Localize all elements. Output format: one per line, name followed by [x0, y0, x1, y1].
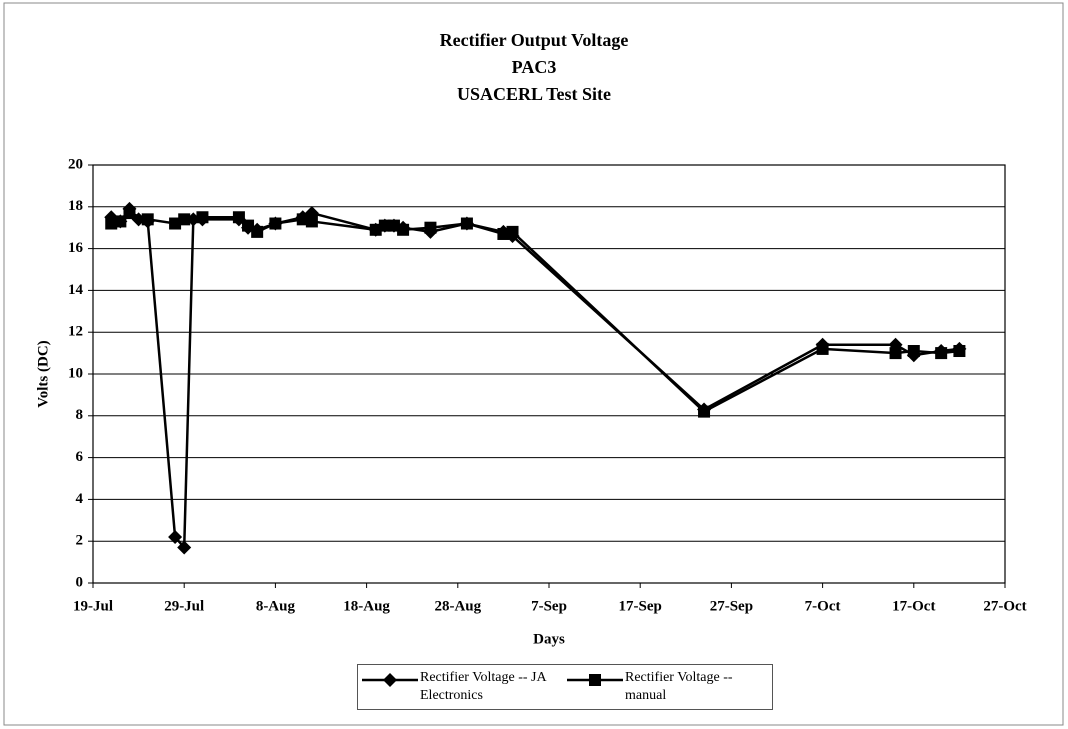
x-tick-label: 27-Sep — [710, 598, 753, 614]
marker — [251, 225, 264, 238]
marker — [935, 347, 948, 360]
x-tick-label: 17-Sep — [619, 598, 662, 614]
y-tick-label: 20 — [68, 156, 83, 172]
x-tick-label: 17-Oct — [892, 598, 935, 614]
legend: Rectifier Voltage -- JA Electronics Recti… — [357, 664, 773, 710]
marker — [698, 405, 711, 418]
marker — [141, 213, 154, 226]
legend-label: Rectifier Voltage -- JA Electronics — [420, 670, 546, 703]
marker — [889, 347, 902, 360]
chart-title: PAC3 — [512, 57, 557, 77]
legend-swatch — [362, 673, 418, 687]
chart-border — [3, 2, 1064, 726]
marker — [105, 217, 118, 230]
marker — [123, 207, 136, 220]
y-tick-label: 0 — [76, 574, 84, 590]
marker — [397, 223, 410, 236]
marker — [168, 530, 183, 545]
y-tick-label: 18 — [68, 198, 83, 214]
marker — [269, 217, 282, 230]
marker — [369, 223, 382, 236]
marker — [816, 342, 829, 355]
marker — [506, 225, 519, 238]
legend-label: Rectifier Voltage -- manual — [625, 670, 733, 703]
marker — [497, 227, 510, 240]
y-tick-label: 12 — [68, 324, 83, 340]
x-tick-label: 18-Aug — [343, 598, 390, 614]
marker — [383, 673, 397, 687]
marker — [232, 211, 245, 224]
x-axis-label: Days — [533, 631, 565, 647]
x-tick-label: 7-Oct — [805, 598, 841, 614]
marker — [378, 219, 391, 232]
marker — [114, 215, 127, 228]
x-tick-label: 7-Sep — [531, 598, 567, 614]
y-tick-label: 8 — [76, 407, 84, 423]
y-tick-label: 2 — [76, 533, 84, 549]
chart-title: Rectifier Output Voltage — [440, 30, 629, 50]
marker — [178, 213, 191, 226]
y-tick-label: 4 — [76, 491, 84, 507]
marker — [460, 217, 473, 230]
series-line — [110, 206, 960, 551]
legend-swatch — [567, 674, 623, 686]
marker — [177, 540, 192, 555]
marker — [296, 213, 309, 226]
marker — [387, 219, 400, 232]
marker — [169, 217, 182, 230]
series-line — [110, 211, 960, 414]
x-tick-label: 27-Oct — [983, 598, 1026, 614]
marker — [305, 215, 318, 228]
marker — [589, 674, 601, 686]
marker — [424, 221, 437, 234]
y-axis-label: Volts (DC) — [35, 340, 51, 407]
chart-title: USACERL Test Site — [457, 84, 611, 104]
y-tick-label: 16 — [68, 240, 84, 256]
marker — [242, 219, 255, 232]
x-tick-label: 29-Jul — [164, 598, 204, 614]
marker — [953, 345, 966, 358]
x-tick-label: 19-Jul — [73, 598, 113, 614]
y-tick-label: 10 — [68, 365, 83, 381]
y-tick-label: 6 — [76, 449, 84, 465]
x-tick-label: 28-Aug — [434, 598, 481, 614]
marker — [907, 345, 920, 358]
x-tick-label: 8-Aug — [256, 598, 296, 614]
marker — [196, 211, 209, 224]
y-tick-label: 14 — [68, 282, 84, 298]
